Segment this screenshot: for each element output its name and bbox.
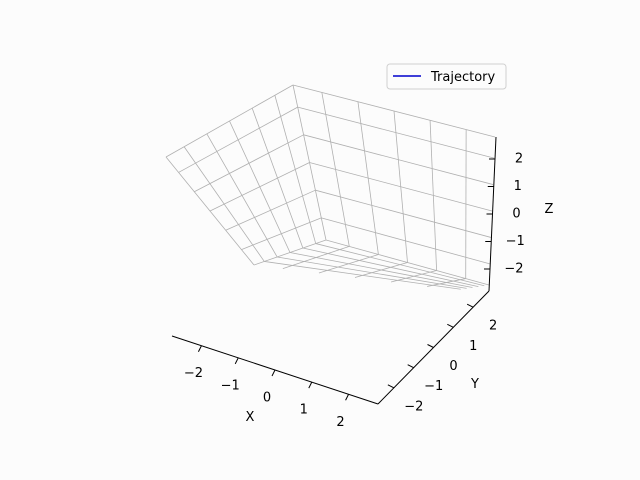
- gridline-y: [289, 252, 473, 288]
- gridline-y: [277, 256, 467, 289]
- gridline-z: [303, 134, 494, 185]
- gridline-y: [315, 243, 485, 287]
- gridline-z: [194, 134, 304, 193]
- gridline-z: [321, 217, 490, 265]
- gridline-z: [209, 162, 310, 212]
- z-tick-label: 1: [514, 179, 522, 194]
- gridline-y: [264, 261, 461, 290]
- legend-label-trajectory: Trajectory: [430, 70, 495, 85]
- gridline-z: [315, 189, 492, 238]
- y-tick: [407, 364, 414, 369]
- x-tick-label: 2: [336, 415, 344, 430]
- axes: [171, 136, 497, 405]
- x-tick: [234, 357, 239, 365]
- x-tick: [271, 369, 276, 377]
- x-tick: [345, 394, 350, 401]
- z-tick-label: −2: [504, 262, 523, 277]
- gridline-z: [309, 162, 493, 212]
- x-tick: [308, 381, 313, 389]
- y-tick-label: 0: [449, 359, 457, 374]
- y-axis-label: Y: [470, 377, 479, 392]
- y-tick-label: 1: [469, 339, 477, 354]
- y-tick: [466, 303, 474, 308]
- y-tick: [427, 344, 434, 348]
- x-tick-label: 1: [300, 403, 308, 418]
- y-tick-label: 2: [489, 319, 497, 334]
- x-axis-label: X: [246, 410, 255, 425]
- legend: Trajectory: [386, 63, 507, 90]
- gridline-z: [225, 189, 316, 231]
- z-tick-label: −1: [506, 234, 525, 249]
- grid-lines: [165, 84, 496, 290]
- x-tick-label: −2: [184, 366, 203, 381]
- x-tick-labels: −2 −1 0 1 2: [184, 366, 345, 430]
- tick-marks: [197, 158, 495, 401]
- x-tick-label: 0: [263, 391, 271, 406]
- z-axis-label: Z: [545, 202, 554, 217]
- y-tick-labels: −2−1 012: [404, 319, 497, 415]
- x-tick-label: −1: [221, 378, 240, 393]
- z-tick-label: 2: [515, 152, 523, 167]
- gridline-z: [297, 106, 495, 159]
- gridline-z: [241, 217, 322, 250]
- z-tick-label: 0: [512, 207, 520, 222]
- y-tick-label: −1: [424, 379, 443, 394]
- legend-box: [386, 63, 507, 90]
- z-tick-labels: −2 −1 0 1 2: [504, 152, 524, 277]
- gridline-y: [302, 247, 479, 287]
- y-tick: [447, 323, 454, 328]
- x-tick: [197, 345, 202, 352]
- gridline-z: [178, 106, 298, 173]
- y-tick: [387, 384, 395, 389]
- y-tick-label: −2: [404, 399, 423, 414]
